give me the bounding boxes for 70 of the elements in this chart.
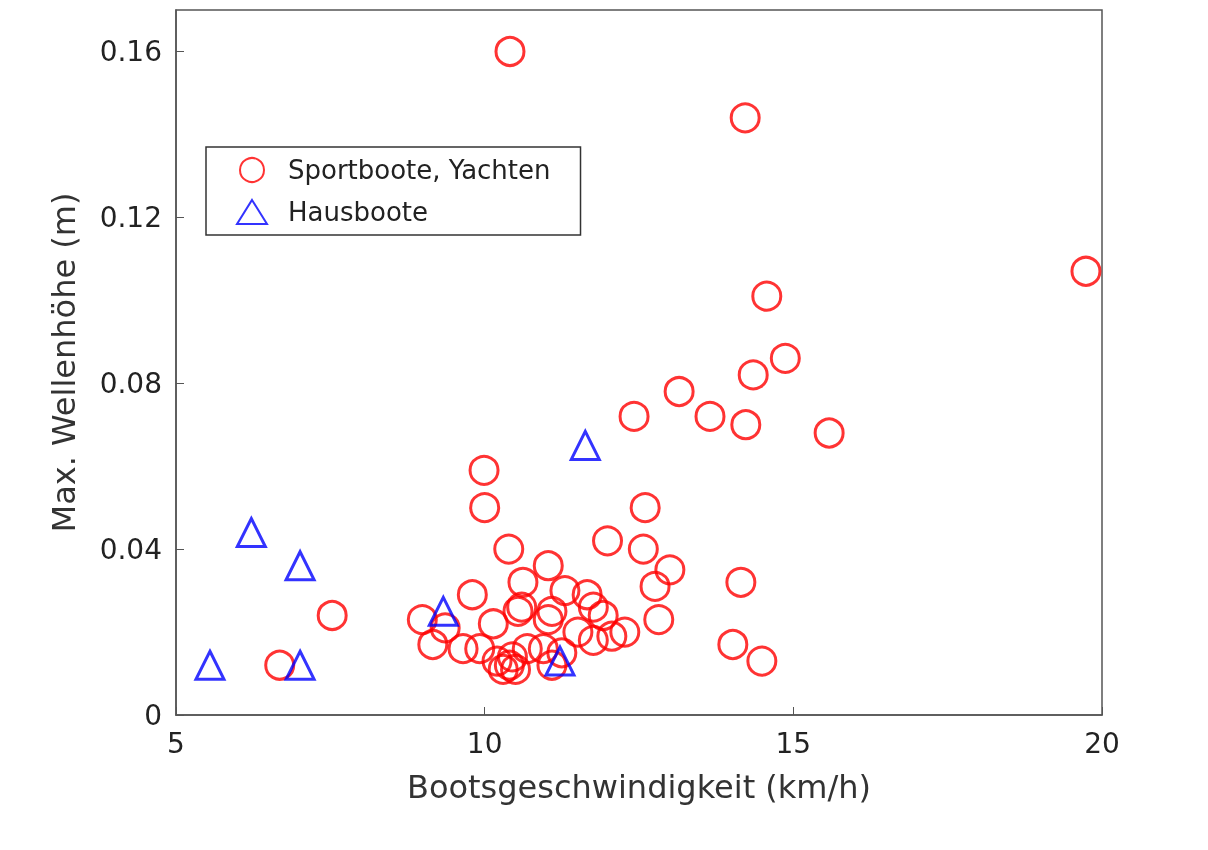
y-tick-label: 0.04 bbox=[99, 532, 162, 566]
point bbox=[464, 633, 496, 665]
point bbox=[629, 492, 661, 524]
point bbox=[500, 653, 532, 685]
point bbox=[546, 637, 578, 669]
point bbox=[592, 525, 624, 557]
x-tick-label: 10 bbox=[466, 726, 503, 760]
x-axis-title: Bootsgeschwindigkeit (km/h) bbox=[406, 768, 872, 806]
point bbox=[577, 624, 609, 656]
point bbox=[532, 604, 564, 636]
point bbox=[447, 633, 479, 665]
point bbox=[487, 653, 519, 685]
x-tick-label: 5 bbox=[167, 726, 185, 760]
point bbox=[717, 629, 749, 660]
point bbox=[627, 533, 659, 565]
point bbox=[737, 359, 769, 391]
point bbox=[493, 649, 525, 681]
point bbox=[729, 102, 761, 134]
point bbox=[469, 492, 501, 524]
point bbox=[284, 550, 316, 582]
point bbox=[609, 616, 641, 648]
point bbox=[536, 649, 568, 681]
point bbox=[235, 517, 267, 549]
legend-label: Sportboote, Yachten bbox=[288, 155, 551, 185]
point bbox=[406, 604, 438, 636]
point bbox=[769, 342, 801, 374]
point bbox=[427, 595, 459, 627]
point bbox=[725, 566, 757, 598]
x-tick-label: 20 bbox=[1084, 726, 1120, 760]
point bbox=[1070, 255, 1102, 287]
point bbox=[507, 566, 539, 598]
point bbox=[511, 633, 543, 665]
y-tick-label: 0.08 bbox=[99, 366, 162, 400]
point bbox=[481, 645, 513, 677]
y-tick-label: 0.12 bbox=[99, 200, 162, 234]
y-tick-label: 0.16 bbox=[99, 34, 162, 68]
point bbox=[316, 599, 348, 631]
point bbox=[536, 595, 568, 627]
point bbox=[751, 280, 783, 312]
point bbox=[417, 629, 449, 660]
point bbox=[663, 376, 695, 408]
point bbox=[569, 429, 601, 461]
point bbox=[544, 645, 576, 677]
point bbox=[596, 620, 628, 652]
point bbox=[639, 570, 671, 602]
point bbox=[730, 409, 762, 441]
point bbox=[746, 645, 778, 677]
point bbox=[694, 400, 726, 432]
point bbox=[577, 591, 609, 623]
point bbox=[468, 454, 500, 486]
point bbox=[562, 616, 594, 648]
point bbox=[494, 35, 526, 67]
point bbox=[532, 550, 564, 582]
point bbox=[571, 579, 603, 611]
point bbox=[654, 554, 686, 586]
legend-label: Hausboote bbox=[288, 197, 429, 227]
y-tick-label: 0 bbox=[144, 698, 162, 732]
point bbox=[587, 599, 619, 631]
point bbox=[477, 608, 509, 640]
point bbox=[549, 575, 581, 607]
x-tick-label: 15 bbox=[775, 726, 812, 760]
y-axis-title: Max. Wellenhöhe (m) bbox=[45, 192, 83, 533]
point bbox=[643, 604, 675, 636]
point bbox=[194, 649, 226, 681]
point bbox=[284, 649, 316, 681]
point bbox=[496, 641, 528, 673]
point bbox=[618, 400, 650, 432]
point bbox=[456, 579, 488, 611]
point bbox=[813, 417, 845, 449]
point bbox=[493, 533, 525, 565]
